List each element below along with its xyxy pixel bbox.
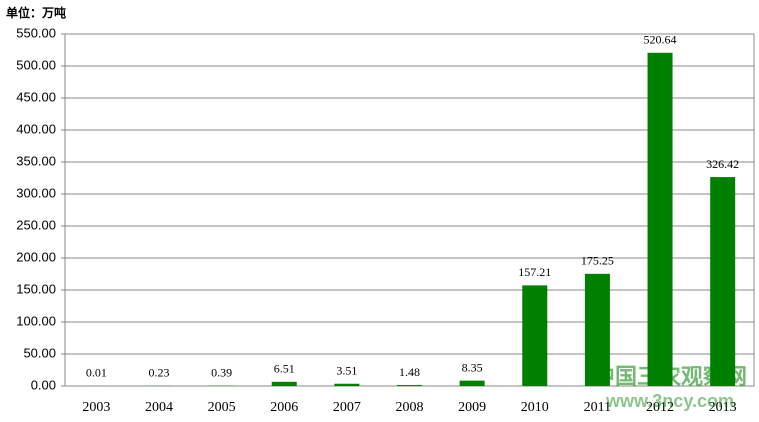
data-label: 0.39 [211,366,232,380]
y-tick-label: 400.00 [16,121,56,136]
y-tick-label: 50.00 [23,345,56,360]
data-label: 520.64 [644,33,677,47]
data-label: 157.21 [518,265,551,279]
bar [710,177,736,386]
x-tick-label: 2009 [458,400,486,415]
data-label: 175.25 [581,254,614,268]
y-tick-label: 350.00 [16,153,56,168]
data-label: 1.48 [399,365,420,379]
y-tick-label: 300.00 [16,185,56,200]
y-tick-label: 250.00 [16,217,56,232]
bar [584,273,610,386]
data-label: 326.42 [706,157,739,171]
y-tick-label: 450.00 [16,89,56,104]
x-tick-label: 2012 [646,400,674,415]
data-label: 0.01 [86,366,107,380]
y-tick-label: 200.00 [16,249,56,264]
bar [271,381,297,386]
bar [522,285,548,386]
bar [397,385,422,386]
x-tick-label: 2007 [333,400,361,415]
bar [459,380,485,386]
x-tick-label: 2013 [709,400,737,415]
x-tick-label: 2010 [521,400,549,415]
data-label: 8.35 [462,360,483,374]
x-tick-label: 2005 [208,400,236,415]
y-tick-label: 100.00 [16,313,56,328]
watermark: www.3ncy.com [605,391,734,411]
x-tick-label: 2003 [82,400,110,415]
watermark: 中国三农观察网 [593,364,747,389]
data-label: 3.51 [336,364,357,378]
x-tick-label: 2006 [270,400,298,415]
bar [647,52,673,386]
y-tick-label: 150.00 [16,281,56,296]
data-label: 0.23 [148,366,169,380]
x-tick-label: 2004 [145,400,173,415]
unit-label: 单位：万吨 [6,5,66,20]
x-tick-label: 2008 [396,400,424,415]
y-tick-label: 550.00 [16,25,56,40]
data-label: 6.51 [274,362,295,376]
x-tick-label: 2011 [584,400,611,415]
y-tick-label: 0.00 [31,377,56,392]
y-tick-label: 500.00 [16,57,56,72]
bar [334,383,360,386]
